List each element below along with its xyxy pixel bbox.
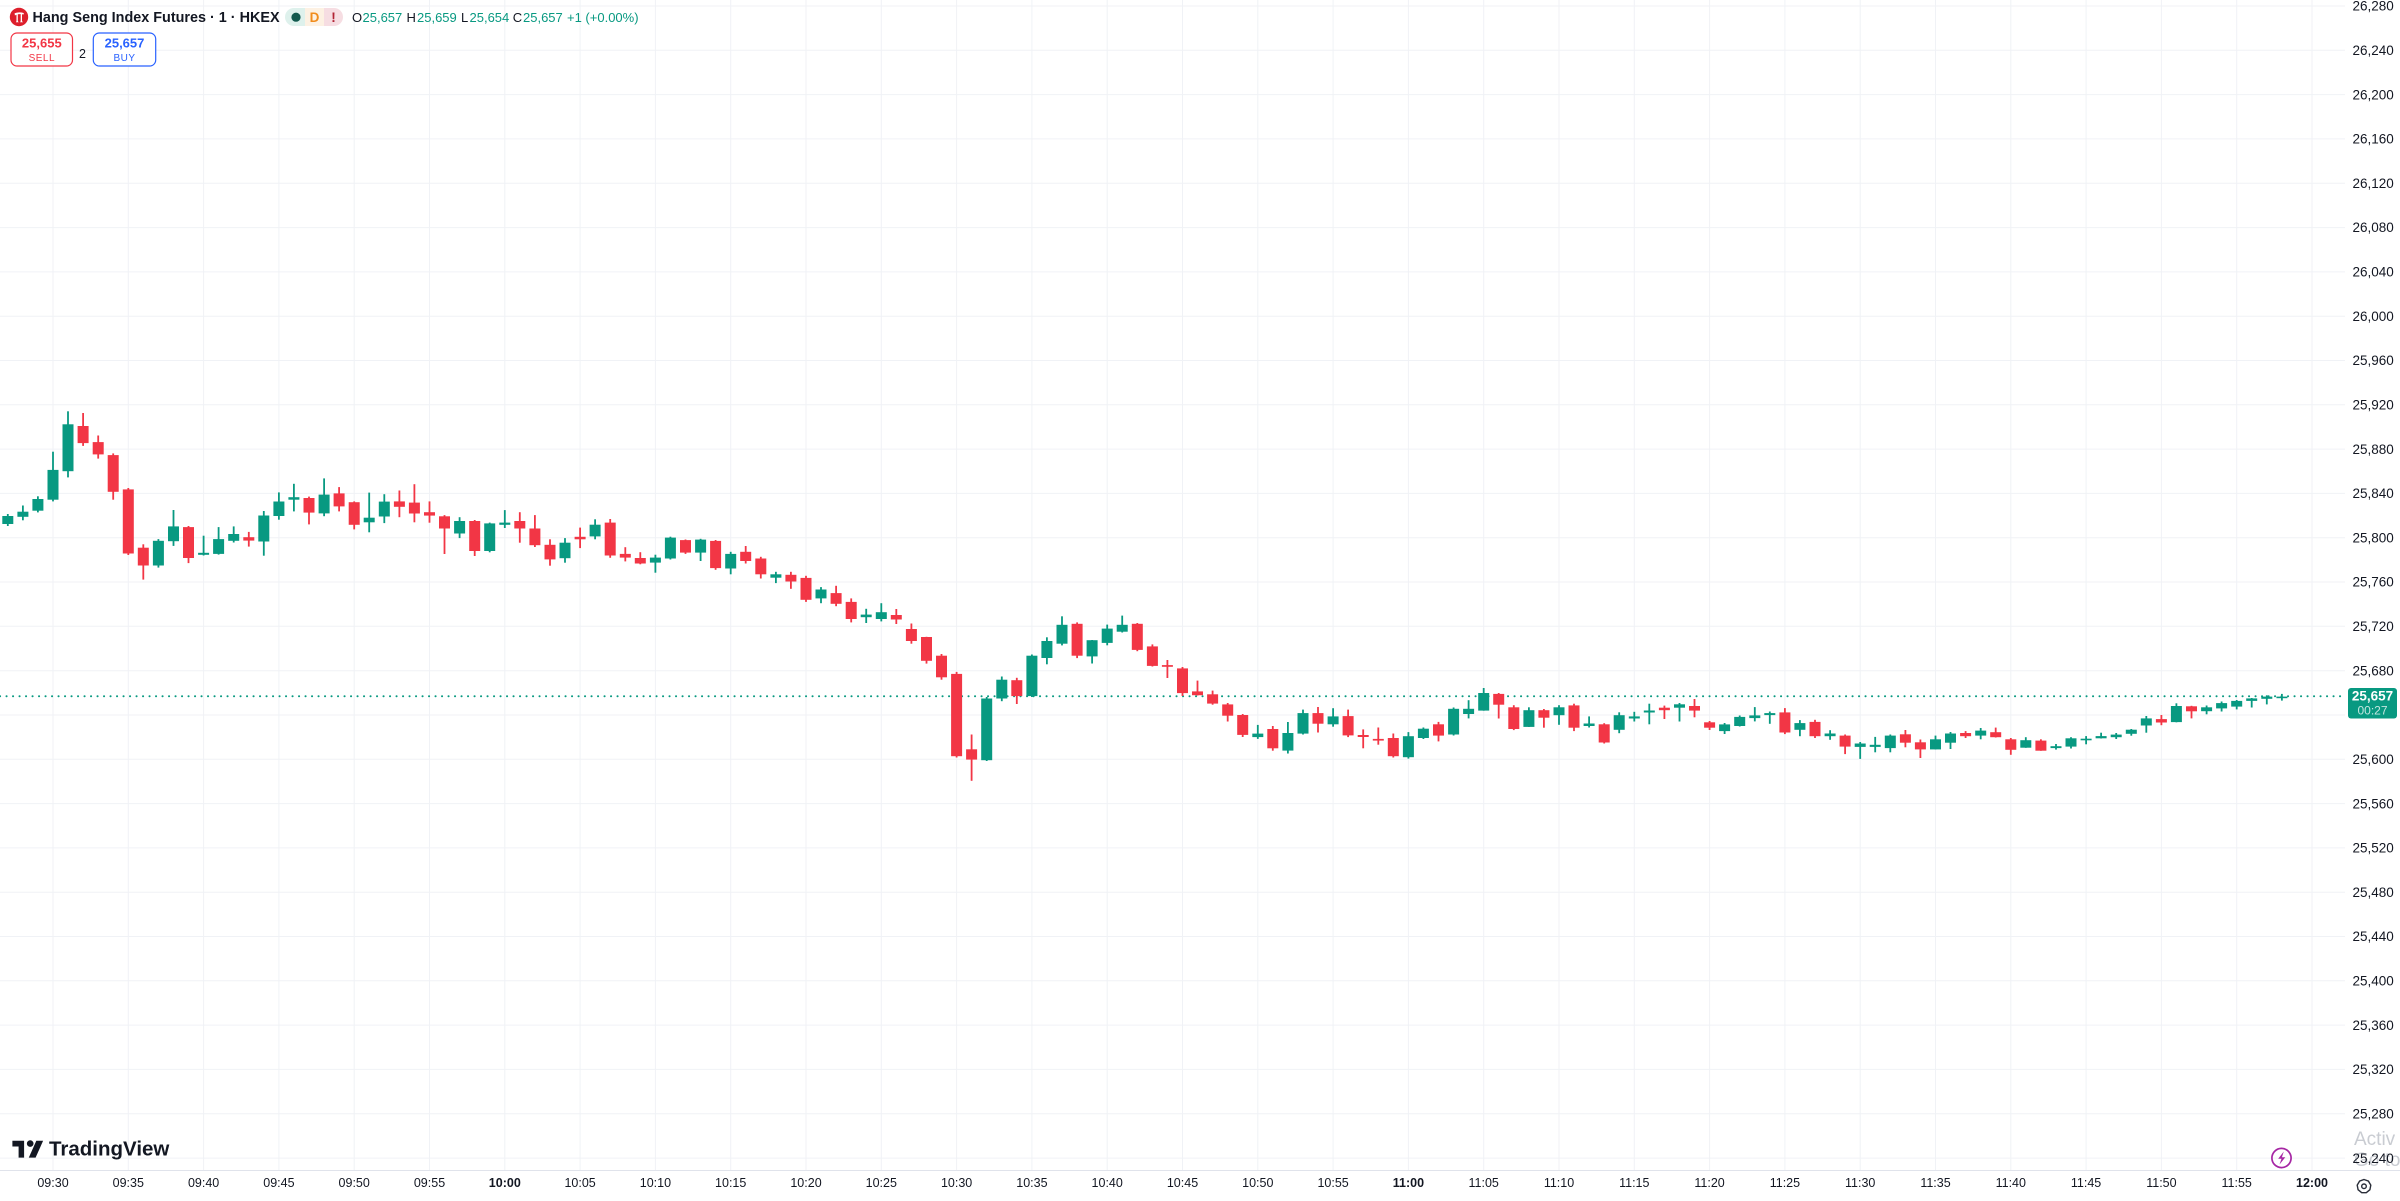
svg-text:11:05: 11:05 — [1469, 1176, 1499, 1190]
svg-text:C: C — [513, 10, 522, 25]
svg-text:10:00: 10:00 — [489, 1176, 521, 1190]
svg-text:10:20: 10:20 — [790, 1176, 821, 1190]
svg-text:26,000: 26,000 — [2353, 309, 2394, 324]
svg-text:25,657: 25,657 — [363, 10, 403, 25]
svg-text:Go to s: Go to s — [2354, 1150, 2400, 1171]
svg-text:11:35: 11:35 — [1920, 1176, 1950, 1190]
svg-text:26,120: 26,120 — [2353, 176, 2394, 191]
svg-text:10:45: 10:45 — [1167, 1176, 1198, 1190]
svg-text:25,440: 25,440 — [2353, 929, 2394, 944]
svg-text:25,657: 25,657 — [523, 10, 563, 25]
svg-text:25,659: 25,659 — [417, 10, 457, 25]
svg-text:10:10: 10:10 — [640, 1176, 671, 1190]
svg-text:25,680: 25,680 — [2353, 663, 2394, 678]
svg-text:09:50: 09:50 — [339, 1176, 370, 1190]
svg-text:25,520: 25,520 — [2353, 841, 2394, 856]
svg-text:11:30: 11:30 — [1845, 1176, 1875, 1190]
svg-text:11:20: 11:20 — [1694, 1176, 1724, 1190]
svg-text:25,720: 25,720 — [2353, 619, 2394, 634]
svg-text:26,160: 26,160 — [2353, 132, 2394, 147]
svg-text:Activ: Activ — [2354, 1129, 2396, 1150]
svg-text:26,040: 26,040 — [2353, 265, 2394, 280]
svg-text:11:10: 11:10 — [1544, 1176, 1574, 1190]
svg-text:10:15: 10:15 — [715, 1176, 746, 1190]
svg-text:10:35: 10:35 — [1016, 1176, 1047, 1190]
svg-text:O: O — [352, 10, 362, 25]
svg-text:Hang Seng Index Futures · 1 ·: Hang Seng Index Futures · 1 · HKEX — [33, 10, 280, 26]
svg-text:10:50: 10:50 — [1242, 1176, 1273, 1190]
svg-text:2: 2 — [79, 47, 86, 61]
svg-text:25,760: 25,760 — [2353, 575, 2394, 590]
svg-text:SELL: SELL — [29, 53, 55, 64]
svg-text:25,240: 25,240 — [2353, 1151, 2394, 1166]
svg-text:H: H — [407, 10, 416, 25]
svg-text:25,800: 25,800 — [2353, 530, 2394, 545]
svg-text:26,200: 26,200 — [2353, 87, 2394, 102]
svg-text:25,560: 25,560 — [2353, 796, 2394, 811]
svg-text:09:55: 09:55 — [414, 1176, 445, 1190]
svg-text:09:40: 09:40 — [188, 1176, 219, 1190]
svg-text:25,360: 25,360 — [2353, 1018, 2394, 1033]
svg-text:TradingView: TradingView — [49, 1137, 169, 1160]
svg-text:!: ! — [331, 10, 336, 25]
svg-text:D: D — [310, 10, 320, 25]
svg-text:25,600: 25,600 — [2353, 752, 2394, 767]
svg-text:09:30: 09:30 — [37, 1176, 68, 1190]
svg-text:25,657: 25,657 — [2352, 689, 2393, 704]
svg-text:25,320: 25,320 — [2353, 1062, 2394, 1077]
svg-text:11:40: 11:40 — [1996, 1176, 2026, 1190]
svg-text:00:27: 00:27 — [2357, 704, 2387, 718]
svg-text:L: L — [461, 10, 468, 25]
svg-text:25,920: 25,920 — [2353, 398, 2394, 413]
svg-text:25,960: 25,960 — [2353, 353, 2394, 368]
svg-text:09:45: 09:45 — [263, 1176, 294, 1190]
svg-text:26,280: 26,280 — [2353, 0, 2394, 14]
svg-text:26,080: 26,080 — [2353, 220, 2394, 235]
svg-text:25,657: 25,657 — [105, 36, 145, 51]
svg-text:10:40: 10:40 — [1092, 1176, 1123, 1190]
svg-text:11:45: 11:45 — [2071, 1176, 2101, 1190]
svg-text:25,280: 25,280 — [2353, 1107, 2394, 1122]
svg-text:10:30: 10:30 — [941, 1176, 972, 1190]
svg-text:26,240: 26,240 — [2353, 43, 2394, 58]
svg-text:25,880: 25,880 — [2353, 442, 2394, 457]
svg-text:25,480: 25,480 — [2353, 885, 2394, 900]
svg-text:25,655: 25,655 — [22, 36, 62, 51]
svg-text:09:35: 09:35 — [113, 1176, 144, 1190]
svg-text:11:50: 11:50 — [2146, 1176, 2176, 1190]
svg-text:12:00: 12:00 — [2296, 1176, 2328, 1190]
svg-text:BUY: BUY — [113, 53, 135, 64]
svg-text:10:25: 10:25 — [866, 1176, 897, 1190]
svg-text:11:15: 11:15 — [1619, 1176, 1649, 1190]
svg-text:10:05: 10:05 — [564, 1176, 595, 1190]
svg-text:25,400: 25,400 — [2353, 974, 2394, 989]
svg-text:11:00: 11:00 — [1393, 1176, 1424, 1190]
svg-text:11:25: 11:25 — [1770, 1176, 1800, 1190]
svg-text:11:55: 11:55 — [2222, 1176, 2252, 1190]
svg-text:+1 (+0.00%): +1 (+0.00%) — [567, 10, 639, 25]
svg-text:25,840: 25,840 — [2353, 486, 2394, 501]
svg-text:10:55: 10:55 — [1317, 1176, 1348, 1190]
svg-text:25,654: 25,654 — [470, 10, 510, 25]
